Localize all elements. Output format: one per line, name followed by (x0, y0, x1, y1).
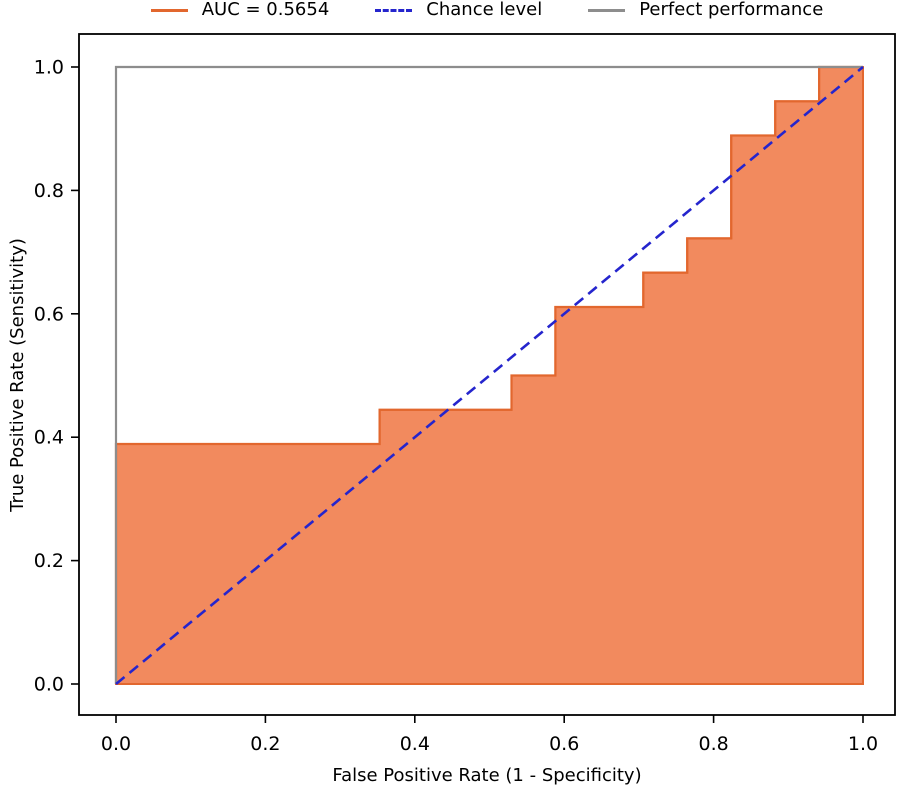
legend-item-chance: Chance level (375, 0, 542, 22)
x-tick-label: 0.0 (101, 733, 131, 755)
y-tick-label: 1.0 (34, 57, 64, 79)
roc-step-curve (114, 65, 863, 684)
legend-item-perfect: Perfect performance (588, 0, 823, 22)
y-tick-label: 0.8 (34, 180, 64, 202)
y-tick-label: 0.2 (34, 550, 64, 572)
chance-line-swatch (375, 8, 413, 12)
legend-item-auc: AUC = 0.5654 (150, 0, 330, 22)
y-tick-label: 0.6 (34, 303, 64, 325)
x-tick-label: 0.8 (698, 733, 728, 755)
x-axis-label: False Positive Rate (1 - Specificity) (332, 765, 641, 786)
perfect-performance-line (114, 65, 863, 684)
y-tick-label: 0.4 (34, 427, 64, 449)
x-tick-label: 0.6 (549, 733, 579, 755)
x-tick-label: 0.4 (400, 733, 430, 755)
legend-label-perfect: Perfect performance (639, 0, 824, 20)
y-tick-label: 0.0 (34, 674, 64, 696)
legend: AUC = 0.5654 Chance level Perfect perfor… (79, 0, 895, 22)
y-axis-label: True Positive Rate (Sensitivity) (7, 238, 28, 513)
x-tick-label: 1.0 (848, 733, 878, 755)
x-tick-label: 0.2 (250, 733, 280, 755)
legend-label-chance: Chance level (426, 0, 543, 20)
auc-line-swatch (150, 8, 188, 12)
legend-label-auc: AUC = 0.5654 (201, 0, 330, 20)
perfect-line-swatch (588, 8, 626, 12)
chance-level-line (115, 65, 864, 686)
